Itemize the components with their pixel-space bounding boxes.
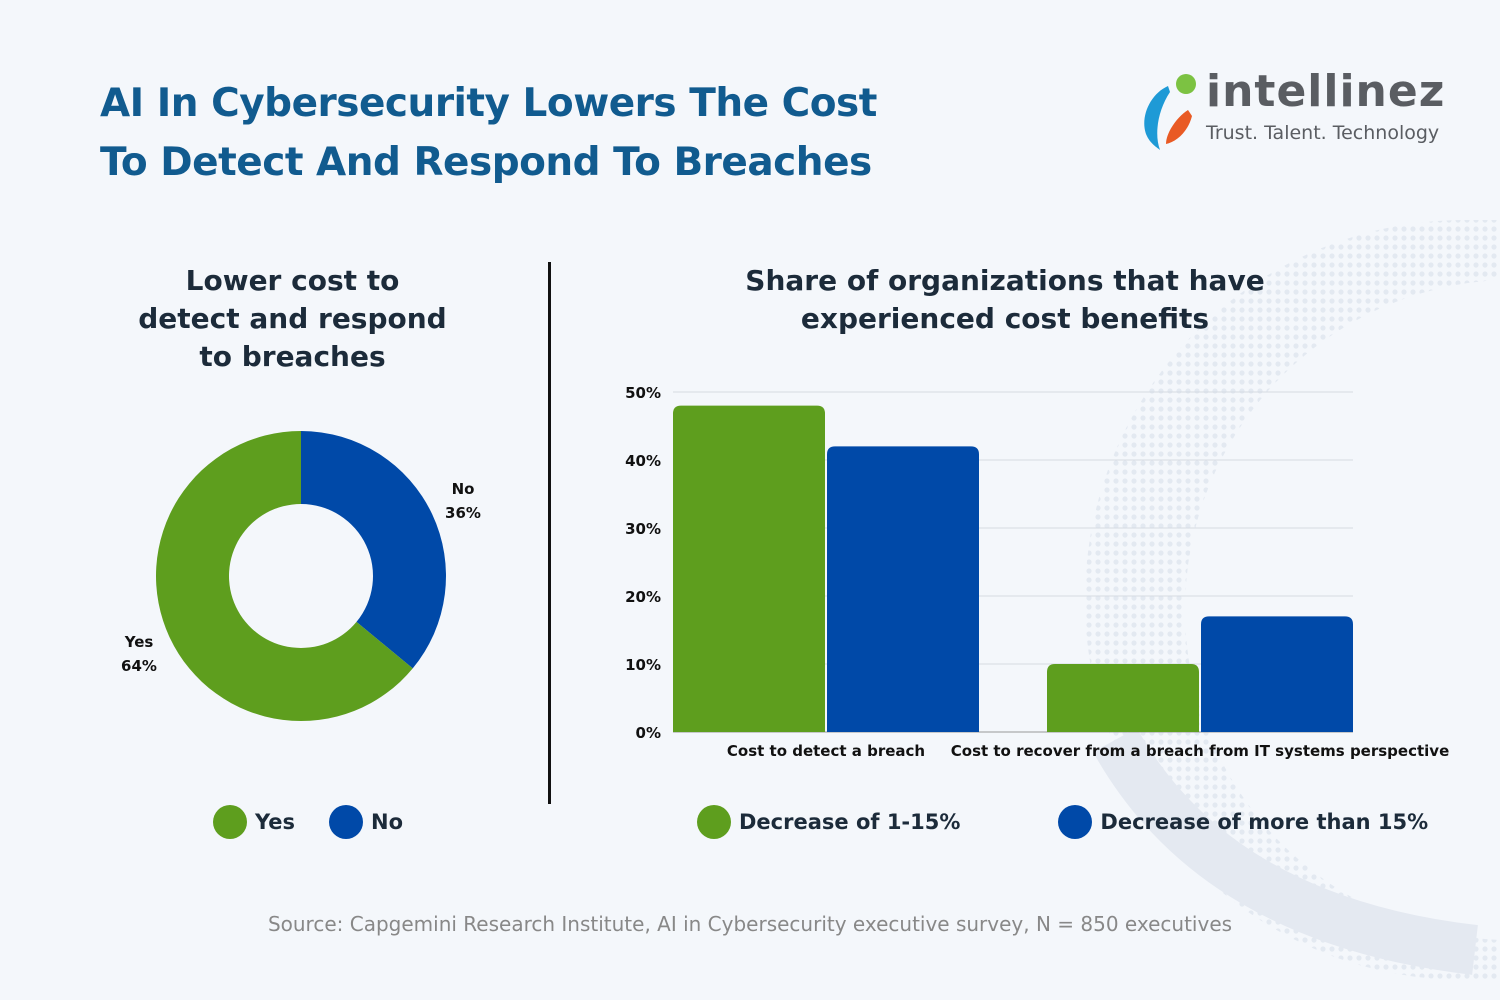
y-tick-label: 40% [625, 452, 661, 470]
donut-label-name: No [452, 480, 475, 498]
divider [548, 262, 551, 804]
legend-series1-swatch [697, 805, 731, 839]
legend-no-label: No [371, 810, 404, 834]
page-title: AI In Cybersecurity Lowers The Cost To D… [100, 74, 877, 192]
x-category-label: Cost to recover from a breach from IT sy… [951, 742, 1450, 760]
logo-tagline: Trust. Talent. Technology [1206, 122, 1440, 144]
bar-title-line: Share of organizations that have [745, 264, 1265, 297]
title-line-2: To Detect And Respond To Breaches [100, 140, 872, 185]
legend-no-swatch [329, 805, 364, 839]
logo-wordmark: intellinez [1206, 66, 1446, 117]
decorative-background-arc [1085, 220, 1500, 980]
y-tick-label: 30% [625, 520, 661, 538]
donut-title-line: detect and respond [138, 302, 447, 335]
y-tick-label: 20% [625, 588, 661, 606]
donut-title-line: Lower cost to [185, 264, 400, 297]
y-tick-label: 0% [636, 724, 661, 742]
donut-label-value: 36% [445, 504, 481, 522]
legend-series2-swatch [1058, 805, 1093, 839]
legend-series2-label: Decrease of more than 15% [1100, 810, 1429, 834]
bar-1-series-1 [673, 405, 825, 732]
donut-title: Lower cost to detect and respond to brea… [110, 262, 475, 376]
bar-title-line: experienced cost benefits [800, 302, 1210, 335]
source-note: Source: Capgemini Research Institute, AI… [267, 912, 1233, 936]
donut-label-name: Yes [124, 633, 154, 651]
x-category-label: Cost to detect a breach [727, 742, 925, 760]
y-tick-label: 50% [625, 384, 661, 402]
bar-title: Share of organizations that have experie… [700, 262, 1310, 338]
bar-2-series-2 [1201, 616, 1353, 732]
logo-mark-icon [1144, 74, 1196, 150]
legend-yes-label: Yes [255, 810, 296, 834]
legend-yes-swatch [213, 805, 247, 839]
donut-legend: Yes No [213, 805, 403, 839]
bar-legend: Decrease of 1-15% Decrease of more than … [697, 805, 1428, 839]
donut-slice-no [301, 431, 446, 669]
intellinez-logo: intellinez Trust. Talent. Technology [1140, 66, 1450, 152]
bar-2-series-1 [1047, 664, 1199, 732]
donut-label-value: 64% [121, 657, 157, 675]
title-line-1: AI In Cybersecurity Lowers The Cost [100, 81, 877, 126]
bar-1-series-2 [827, 446, 979, 732]
y-tick-label: 10% [625, 656, 661, 674]
legend-series1-label: Decrease of 1-15% [739, 810, 961, 834]
donut-slice-yes [155, 431, 413, 722]
donut-title-line: to breaches [199, 340, 386, 373]
